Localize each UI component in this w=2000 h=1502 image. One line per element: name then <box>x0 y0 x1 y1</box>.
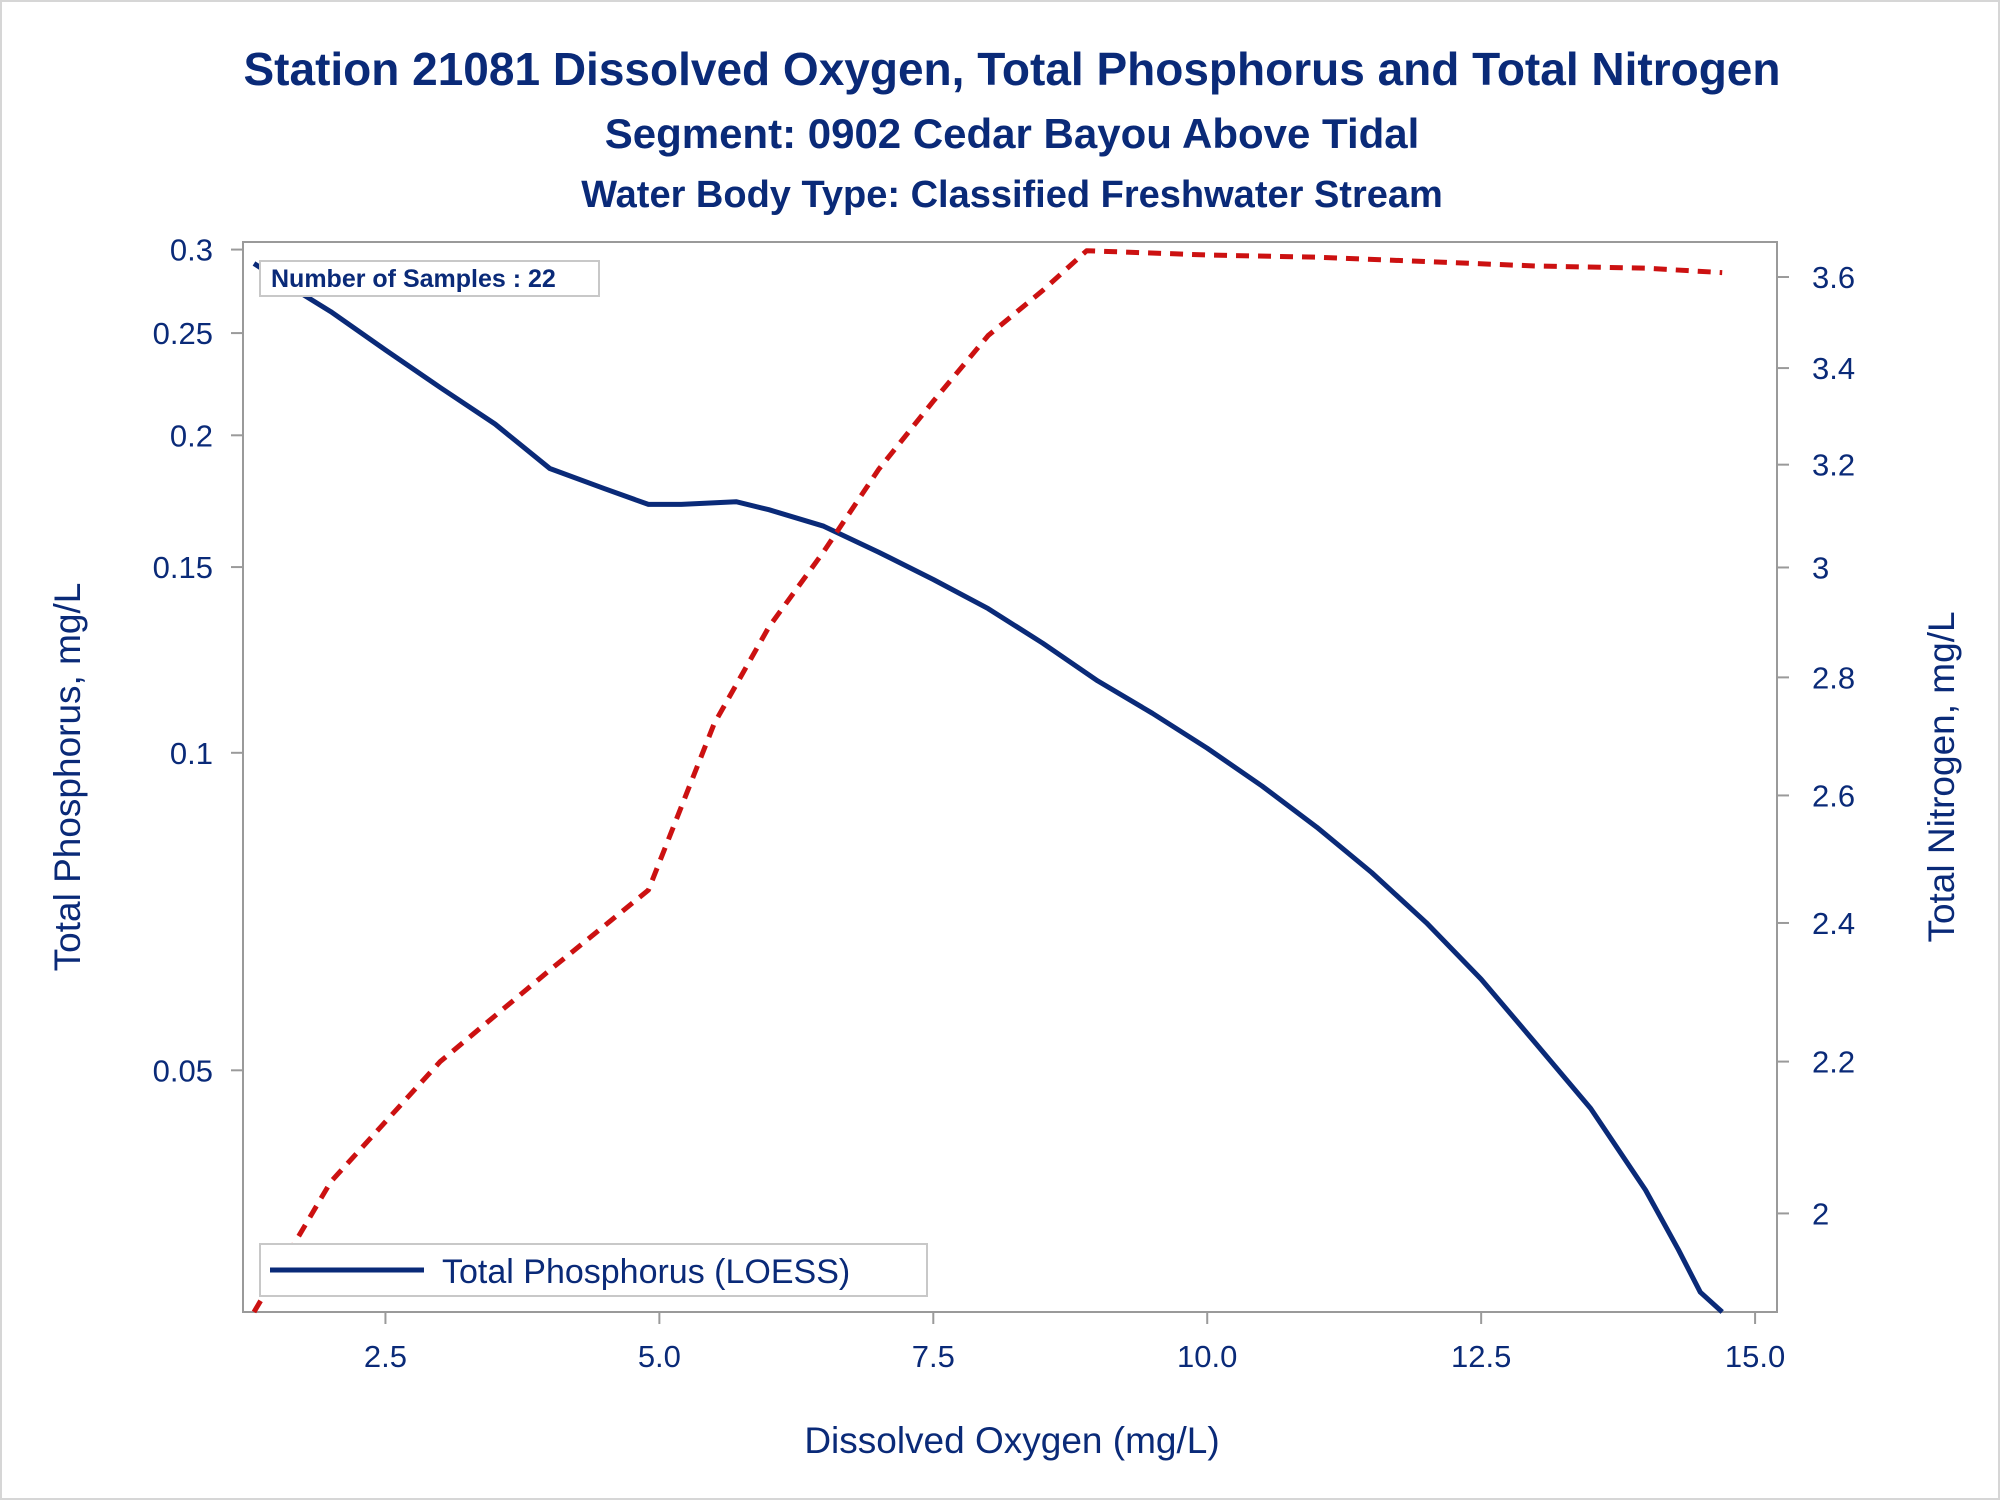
y-axis-label-left: Total Phosphorus, mg/L <box>47 583 88 972</box>
x-axis: 2.5 5.0 7.5 10.0 12.5 15.0 <box>364 1312 1785 1374</box>
chart-subtitle-2: Water Body Type: Classified Freshwater S… <box>581 174 1443 216</box>
y-tick-label: 0.05 <box>153 1053 213 1088</box>
plot-area <box>242 241 1778 1313</box>
y-tick-label: 0.25 <box>153 316 213 351</box>
chart-subtitle: Segment: 0902 Cedar Bayou Above Tidal <box>605 110 1420 157</box>
series-layer <box>251 248 1724 1314</box>
y-axis-right: 2 2.2 2.4 2.6 2.8 3 3.2 3.4 3.6 <box>1777 260 1855 1231</box>
x-axis-label: Dissolved Oxygen (mg/L) <box>804 1420 1219 1461</box>
x-tick-label: 2.5 <box>364 1339 407 1374</box>
sample-count-box <box>259 260 600 297</box>
x-tick-label: 12.5 <box>1451 1339 1511 1374</box>
y-axis-label-right: Total Nitrogen, mg/L <box>1921 611 1962 942</box>
x-tick-label: 5.0 <box>638 1339 681 1374</box>
legend: Total Phosphorus (LOESS) <box>259 1243 928 1297</box>
y-tick-label: 0.15 <box>153 550 213 585</box>
y-tick-label: 0.1 <box>170 736 213 771</box>
legend-label-phosphorus: Total Phosphorus (LOESS) <box>442 1253 850 1291</box>
y2-tick-label: 2.8 <box>1812 660 1855 695</box>
phosphorus-line <box>252 261 1724 1314</box>
y2-tick-label: 3.2 <box>1812 448 1855 483</box>
chart-title: Station 21081 Dissolved Oxygen, Total Ph… <box>243 43 1780 95</box>
y2-tick-label: 2 <box>1812 1196 1829 1231</box>
y-axis-left: 0.05 0.1 0.15 0.2 0.25 0.3 <box>153 233 243 1088</box>
nitrogen-line <box>251 248 1723 1314</box>
y-tick-label: 0.2 <box>170 418 213 453</box>
sample-count-inset: Number of Samples : 22 <box>259 260 600 297</box>
y-tick-label: 0.3 <box>170 233 213 268</box>
y2-tick-label: 3.6 <box>1812 260 1855 295</box>
y2-tick-label: 2.2 <box>1812 1045 1855 1080</box>
x-tick-label: 7.5 <box>912 1339 955 1374</box>
y2-tick-label: 3 <box>1812 550 1829 585</box>
x-tick-label: 15.0 <box>1725 1339 1785 1374</box>
y2-tick-label: 2.6 <box>1812 778 1855 813</box>
y2-tick-label: 2.4 <box>1812 906 1855 941</box>
y2-tick-label: 3.4 <box>1812 351 1855 386</box>
x-tick-label: 10.0 <box>1177 1339 1237 1374</box>
sample-count-text: Number of Samples : 22 <box>271 265 556 293</box>
